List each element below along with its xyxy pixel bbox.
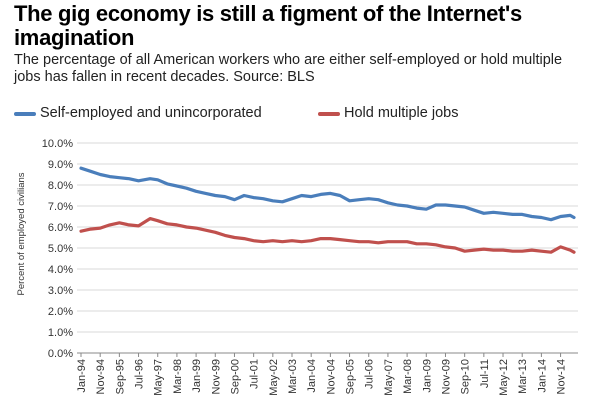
x-tick-label: Jan-99 (191, 359, 203, 393)
x-tick-label: Sep-10 (460, 359, 472, 394)
y-axis-label: Percent of employed civilians (16, 172, 27, 295)
gridlines (77, 142, 578, 354)
series-lines (79, 166, 576, 254)
x-tick-label: May-07 (383, 359, 395, 396)
x-tick-label: Jul-06 (364, 359, 376, 389)
x-tick-label: Nov-04 (325, 359, 337, 394)
x-tick-label: May-12 (498, 359, 510, 396)
chart-subtitle: The percentage of all American workers w… (14, 52, 563, 85)
y-tick-label: 6.0% (48, 222, 73, 234)
x-tick-label: Jul-96 (134, 359, 146, 389)
legend-swatch-multiple-jobs (318, 112, 340, 116)
x-tick-label: Sep-95 (114, 359, 126, 394)
x-tick-label: Nov-99 (210, 359, 222, 394)
y-tick-label: 0.0% (48, 348, 73, 360)
chart-title: The gig economy is still a figment of th… (14, 1, 522, 50)
x-tick-label: Jan-09 (421, 359, 433, 393)
x-tick-label: Jul-01 (249, 359, 261, 389)
y-tick-label: 3.0% (48, 285, 73, 297)
x-tick-label: Jan-14 (536, 359, 548, 393)
y-tick-label: 8.0% (48, 180, 73, 192)
x-tick-label: Mar-08 (402, 359, 414, 394)
x-tick-label: Mar-98 (172, 359, 184, 394)
x-tick-label: Nov-14 (556, 359, 568, 394)
legend-label-multiple-jobs: Hold multiple jobs (344, 105, 459, 121)
series-line-0 (79, 166, 576, 222)
x-tick-label: Mar-13 (517, 359, 529, 394)
y-tick-label: 9.0% (48, 159, 73, 171)
y-tick-label: 5.0% (48, 243, 73, 255)
y-tick-label: 10.0% (42, 138, 73, 150)
y-tick-label: 1.0% (48, 327, 73, 339)
x-tick-label: Nov-09 (440, 359, 452, 394)
legend-swatch-self-employed (14, 112, 36, 116)
legend-label-self-employed: Self-employed and unincorporated (40, 105, 262, 121)
x-tick-label: Nov-94 (95, 359, 107, 394)
x-tick-label: May-02 (268, 359, 280, 396)
x-tick-label: Sep-05 (345, 359, 357, 394)
x-tick-label: Jul-11 (479, 359, 491, 388)
series-line-1 (79, 217, 576, 254)
x-tick-label: Sep-00 (229, 359, 241, 394)
y-axis-ticks: 0.0% 1.0% 2.0% 3.0% 4.0% 5.0% 6.0% 7.0% 8.0% 9.0%… (42, 138, 73, 360)
x-tick-label: Jan-94 (76, 359, 88, 393)
y-tick-label: 7.0% (48, 201, 73, 213)
x-tick-label: May-97 (153, 359, 165, 396)
x-axis-ticks: Jan-94 Nov-94 Sep-95 Jul-96 May-97 Mar-98 Jan-… (76, 353, 568, 396)
y-tick-label: 2.0% (48, 306, 73, 318)
x-tick-label: Jan-04 (306, 359, 318, 393)
x-tick-label: Mar-03 (287, 359, 299, 394)
y-tick-label: 4.0% (48, 264, 73, 276)
